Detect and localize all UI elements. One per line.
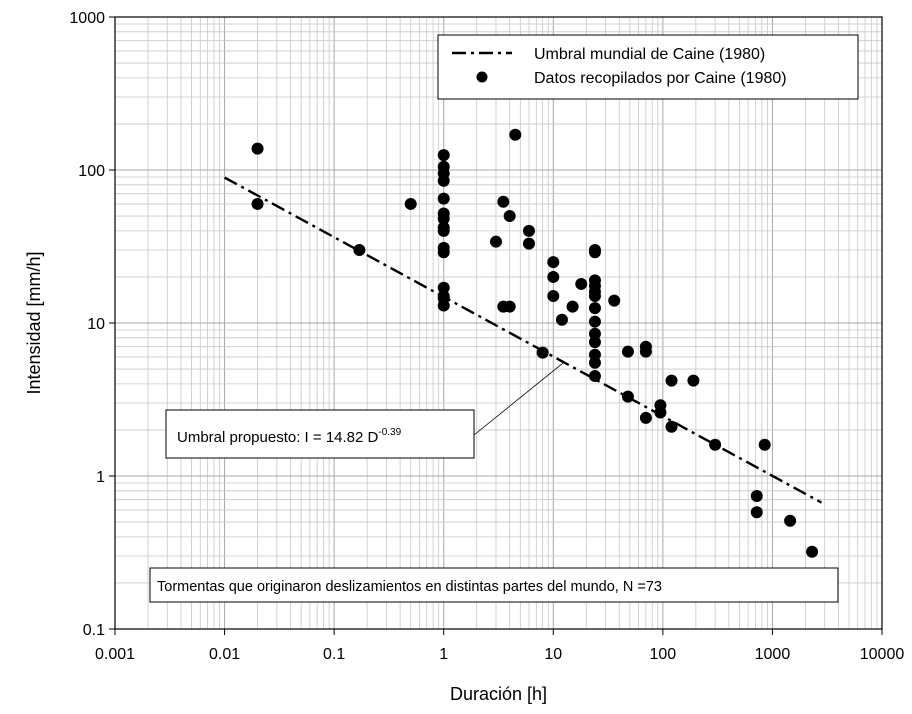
data-point — [639, 345, 652, 358]
legend-entry-threshold: Umbral mundial de Caine (1980) — [534, 46, 765, 63]
y-axis-label: Intensidad [mm/h] — [24, 251, 44, 394]
data-point — [784, 514, 797, 527]
data-point — [437, 212, 450, 225]
data-point — [437, 174, 450, 187]
data-point — [555, 313, 568, 326]
axis-ticks — [109, 16, 883, 635]
x-tick-label: 0.001 — [95, 646, 135, 663]
data-point — [522, 224, 535, 237]
x-tick-label: 10 — [544, 646, 562, 663]
x-tick-label: 0.01 — [209, 646, 240, 663]
data-point — [709, 438, 722, 451]
data-point — [588, 356, 601, 369]
data-point — [547, 290, 560, 303]
callout-leader-line — [473, 362, 565, 436]
data-point — [522, 237, 535, 250]
data-point — [404, 197, 417, 210]
legend-dot-symbol — [476, 71, 488, 83]
y-tick-label: 100 — [78, 163, 105, 180]
data-point — [489, 235, 502, 248]
data-point — [588, 315, 601, 328]
legend-box — [437, 34, 859, 100]
data-point — [503, 300, 516, 313]
data-point — [588, 290, 601, 303]
data-point — [687, 374, 700, 387]
x-tick-label: 1 — [439, 646, 448, 663]
equation-annotation: Umbral propuesto: I = 14.82 D-0.39 — [165, 409, 475, 459]
data-point — [588, 370, 601, 383]
data-point — [437, 281, 450, 294]
data-point — [437, 224, 450, 237]
data-point — [547, 256, 560, 269]
equation-box — [165, 409, 475, 459]
data-point — [251, 142, 264, 155]
data-point — [547, 270, 560, 283]
data-point — [588, 302, 601, 315]
y-tick-label: 1000 — [69, 10, 105, 27]
data-point — [251, 197, 264, 210]
data-point — [437, 246, 450, 259]
footer-annotation: Tormentas que originaron deslizamientos … — [149, 567, 839, 603]
data-point — [750, 490, 763, 503]
y-tick-label: 10 — [87, 316, 105, 333]
data-point — [654, 406, 667, 419]
legend-entry-data: Datos recopilados por Caine (1980) — [534, 70, 787, 87]
data-point — [608, 294, 621, 307]
data-point — [437, 149, 450, 162]
data-point — [758, 438, 771, 451]
data-point — [566, 300, 579, 313]
data-point — [497, 195, 510, 208]
data-point — [437, 299, 450, 312]
data-points — [251, 128, 819, 558]
legend: Umbral mundial de Caine (1980) Datos rec… — [437, 34, 859, 100]
data-point — [806, 545, 819, 558]
data-point — [588, 246, 601, 259]
y-tick-label: 1 — [96, 469, 105, 486]
data-point — [621, 390, 634, 403]
x-tick-label: 0.1 — [323, 646, 345, 663]
data-point — [588, 327, 601, 340]
x-tick-labels: 0.001 0.01 0.1 1 10 100 1000 10000 — [95, 646, 904, 663]
x-axis-label: Duración [h] — [450, 684, 547, 704]
equation-prefix: Umbral propuesto: I = 14.82 D — [177, 429, 379, 446]
data-point — [588, 336, 601, 349]
data-point — [437, 192, 450, 205]
equation-text: Umbral propuesto: I = 14.82 D-0.39 — [177, 427, 402, 446]
x-tick-label: 1000 — [755, 646, 791, 663]
x-tick-label: 10000 — [860, 646, 905, 663]
threshold-line — [223, 176, 822, 504]
data-point — [665, 420, 678, 433]
footer-box — [149, 567, 839, 603]
data-point — [509, 128, 522, 141]
y-tick-label: 0.1 — [83, 622, 105, 639]
data-point — [621, 345, 634, 358]
data-point — [575, 277, 588, 290]
data-point — [503, 210, 516, 223]
data-point — [536, 346, 549, 359]
grid-lines — [114, 17, 882, 630]
data-point — [639, 411, 652, 424]
footer-text: Tormentas que originaron deslizamientos … — [157, 579, 662, 595]
x-tick-label: 100 — [650, 646, 677, 663]
y-tick-labels: 0.1 1 10 100 1000 — [69, 10, 105, 639]
data-point — [353, 244, 366, 257]
equation-exponent: -0.39 — [378, 427, 401, 438]
data-point — [665, 374, 678, 387]
data-point — [750, 506, 763, 519]
